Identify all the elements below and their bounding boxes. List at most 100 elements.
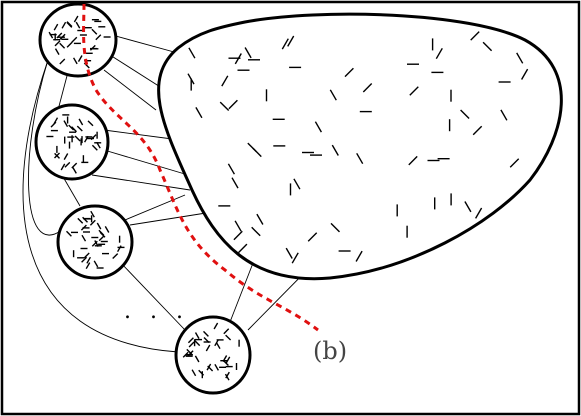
cluster-1-tick [59,42,66,49]
cluster-3-tick [116,245,122,253]
cluster-2-tick [64,161,71,168]
cluster-3-tick [104,226,110,233]
blob-tick [356,152,364,165]
cluster-4-tick [213,322,219,330]
cluster-1-tick [89,44,96,51]
cluster-4-tick [225,356,231,364]
cluster-1-tick [73,15,79,23]
blob-tick [460,109,470,119]
cluster-2-tick [91,144,98,151]
cluster-3-tick [86,256,92,264]
cluster-3-tick [98,235,105,242]
cluster-2-tick [63,153,69,160]
edge-arc-2 [22,59,179,353]
cluster-4-tick [194,355,200,363]
blob-tick [256,213,264,225]
cluster-4-tick [215,342,221,350]
blob-tick [464,201,472,213]
cluster-3-tick [82,216,88,223]
cluster-1-tick [54,48,60,55]
cluster-2-tick [78,118,84,126]
blob-tick [344,67,354,78]
cluster-3-tick [90,210,95,218]
cluster-3-tick [96,222,102,230]
blob-tick [474,207,483,219]
cluster-4-tick [206,363,212,371]
cluster-2-tick [74,135,81,142]
edge-b1 [103,129,181,141]
cluster-3-tick [89,219,96,226]
blob-tick [470,31,480,41]
cluster-1-tick [66,21,73,28]
cluster-4-tick [225,334,232,341]
blob-tick [287,35,295,47]
blob-tick [516,52,524,64]
ellipsis-dots: . . . [124,299,189,324]
cluster-1-tick [95,34,102,41]
blob-tick [330,222,340,233]
cluster-4-tick [194,340,201,347]
cluster-4-tick [224,373,230,381]
blob-tick [331,144,339,156]
large-region-blob [157,12,563,281]
cluster-1-tick [61,21,67,29]
edge-a2 [109,54,166,91]
blob-tick [231,177,239,189]
cluster-2-tick [53,117,59,125]
cluster-1-tick [53,23,59,31]
cluster-1-tick [66,41,73,48]
cluster-4-tick [194,332,200,339]
cluster-4-tick [187,337,194,344]
cluster-4-tick [187,350,194,357]
cluster-1-tick [56,32,63,39]
cluster-1-tick [54,40,61,47]
cluster-1-tick [71,36,78,43]
edge-2-3 [61,174,81,207]
cluster-4-tick [191,369,197,377]
cluster-4-tick [182,351,189,358]
blob-tick [435,47,443,60]
cluster-2-tick [71,126,77,133]
edge-a3 [103,69,157,111]
cluster-1-tick [59,58,66,65]
cluster-3-tick [93,260,99,268]
blob-tick [247,142,257,153]
cluster-4-tick [205,344,211,352]
edge-3-4 [119,261,186,331]
edge-b3 [91,174,191,191]
blob-tick [244,47,252,59]
blob-tick [251,226,261,237]
cluster-2-tick [87,120,94,127]
cluster-4-tick [225,371,230,379]
cluster-2-tick [54,152,60,159]
cluster-node-1 [38,2,118,78]
blob-tick [482,41,493,52]
blob-tick [291,252,299,264]
edge-arc-1 [28,59,63,236]
cluster-3-tick [81,256,88,263]
blob-tick [307,232,318,242]
blob-tick [520,68,529,80]
cluster-3-tick [91,240,98,247]
cluster-1-tick [77,55,83,62]
blob-tick [234,220,242,232]
cluster-3-tick [112,253,119,259]
edge-c1 [124,194,186,221]
blob-tick [227,163,236,175]
blob-tick [238,243,248,254]
blob-tick [409,86,419,96]
cluster-1-tick [72,57,78,65]
cluster-2-tick [76,125,83,132]
cluster-4-tick [223,328,230,335]
blob-tick [355,250,363,262]
cluster-3-tick [66,230,72,237]
blob-tick [362,83,373,93]
cluster-3-tick [80,224,87,231]
blob-tick [500,109,508,121]
cluster-2-tick [71,162,78,169]
cluster-2-tick [72,167,77,174]
cluster-4-tick [214,339,219,347]
cluster-1-tick [75,21,81,29]
